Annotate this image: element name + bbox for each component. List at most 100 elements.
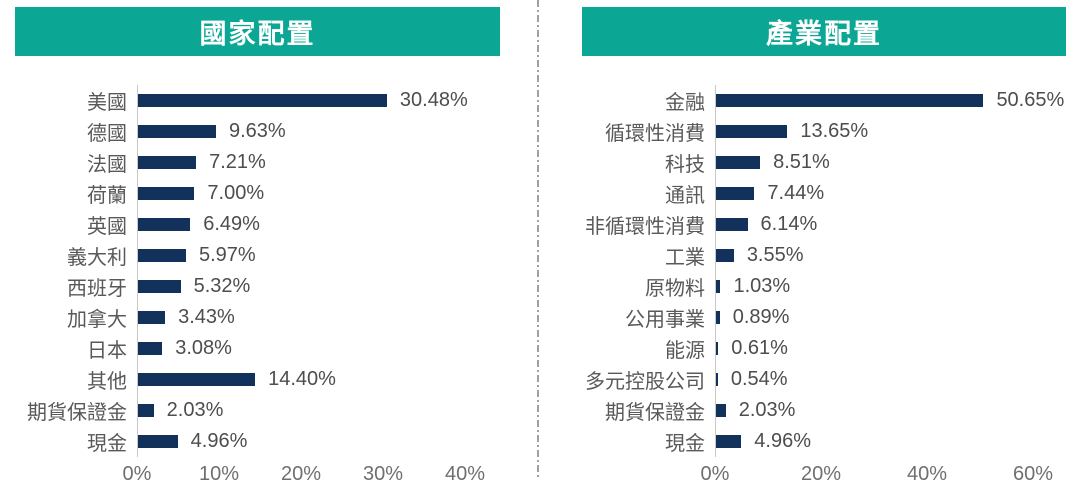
category-label: 其他 <box>87 371 127 393</box>
x-tick-label: 40% <box>444 463 486 485</box>
category-label: 期貨保證金 <box>605 402 705 424</box>
bar <box>137 218 191 231</box>
category-label: 能源 <box>665 340 705 362</box>
category-label: 通訊 <box>665 185 705 207</box>
bar <box>137 249 186 262</box>
value-label: 6.49% <box>203 213 260 235</box>
bar-track: 30.48% <box>137 85 500 116</box>
bar-track: 0.61% <box>715 333 1066 364</box>
bar-track: 14.40% <box>137 364 500 395</box>
bar-row: 德國 9.63% <box>15 116 500 147</box>
bar-row: 荷蘭 7.00% <box>15 178 500 209</box>
panel-divider <box>537 0 539 480</box>
bar <box>715 125 788 138</box>
bar-row: 期貨保證金 2.03% <box>582 395 1066 426</box>
category-label: 西班牙 <box>67 278 127 300</box>
bar-row: 能源 0.61% <box>582 333 1066 364</box>
bar-rows: 金融 50.65% 循環性消費 13.65% 科技 8.51% 通訊 7.44% 非循環性消費 6… <box>582 85 1066 457</box>
bar-row: 英國 6.49% <box>15 209 500 240</box>
value-label: 3.43% <box>178 306 235 328</box>
bar-row: 法國 7.21% <box>15 147 500 178</box>
value-label: 4.96% <box>190 430 248 452</box>
bar <box>715 373 718 386</box>
x-tick-label: 0% <box>700 463 730 485</box>
industry-allocation-title: 產業配置 <box>766 19 882 49</box>
y-axis-line <box>137 85 138 457</box>
value-label: 0.89% <box>732 306 790 328</box>
bar-row: 現金 4.96% <box>582 426 1066 457</box>
bar-row: 現金 4.96% <box>15 426 500 457</box>
industry-allocation-header: 產業配置 <box>582 7 1066 56</box>
x-tick-label: 40% <box>906 463 948 485</box>
bar <box>137 94 387 107</box>
bar <box>137 435 178 448</box>
value-label: 2.03% <box>738 399 796 421</box>
category-label: 法國 <box>87 154 127 176</box>
bar-row: 義大利 5.97% <box>15 240 500 271</box>
category-label: 公用事業 <box>625 309 705 331</box>
value-label: 13.65% <box>800 120 869 142</box>
country-allocation-header: 國家配置 <box>15 7 500 56</box>
bar-row: 循環性消費 13.65% <box>582 116 1066 147</box>
bar <box>715 280 721 293</box>
category-label: 德國 <box>87 123 127 145</box>
category-label: 期貨保證金 <box>27 402 127 424</box>
bar <box>715 342 719 355</box>
bar <box>715 404 726 417</box>
value-label: 30.48% <box>399 89 468 111</box>
country-allocation-chart: 國家配置 美國 30.48% 德國 9.63% 法國 7.21% 荷蘭 7.00% 英國 6.49… <box>15 7 500 488</box>
bar-row: 金融 50.65% <box>582 85 1066 116</box>
bar-track: 7.44% <box>715 178 1066 209</box>
x-tick-label: 10% <box>198 463 240 485</box>
value-label: 50.65% <box>996 89 1065 111</box>
value-label: 7.44% <box>767 182 825 204</box>
bar <box>137 125 216 138</box>
category-label: 科技 <box>665 154 705 176</box>
value-label: 4.96% <box>754 430 811 452</box>
value-label: 9.63% <box>228 120 286 142</box>
category-label: 荷蘭 <box>87 185 127 207</box>
bar-track: 6.49% <box>137 209 500 240</box>
bar-track: 50.65% <box>715 85 1066 116</box>
bar-row: 西班牙 5.32% <box>15 271 500 302</box>
category-label: 義大利 <box>67 247 127 269</box>
category-label: 多元控股公司 <box>585 371 705 393</box>
category-label: 原物料 <box>645 278 705 300</box>
bar-track: 7.21% <box>137 147 500 178</box>
bar <box>715 311 720 324</box>
value-label: 5.32% <box>193 275 251 297</box>
bar <box>137 342 163 355</box>
bar <box>137 187 195 200</box>
bar <box>137 311 166 324</box>
bar-row: 公用事業 0.89% <box>582 302 1066 333</box>
value-label: 2.03% <box>166 399 224 421</box>
bar-track: 2.03% <box>137 395 500 426</box>
value-label: 0.61% <box>731 337 788 359</box>
bar-track: 8.51% <box>715 147 1066 178</box>
bar-track: 13.65% <box>715 116 1066 147</box>
bar <box>715 187 755 200</box>
value-label: 7.21% <box>209 151 266 173</box>
value-label: 14.40% <box>268 368 336 390</box>
category-label: 工業 <box>665 247 705 269</box>
bar-row: 加拿大 3.43% <box>15 302 500 333</box>
bar-track: 4.96% <box>137 426 500 457</box>
value-label: 3.08% <box>175 337 232 359</box>
x-tick-label: 20% <box>280 463 322 485</box>
bar <box>715 94 984 107</box>
bar-rows: 美國 30.48% 德國 9.63% 法國 7.21% 荷蘭 7.00% 英國 6.49% 義大利 5… <box>15 85 500 457</box>
value-label: 8.51% <box>773 151 830 173</box>
x-tick-label: 30% <box>362 463 404 485</box>
bar-track: 3.08% <box>137 333 500 364</box>
bar-row: 期貨保證金 2.03% <box>15 395 500 426</box>
bar <box>137 156 197 169</box>
bar-row: 工業 3.55% <box>582 240 1066 271</box>
bar <box>715 249 734 262</box>
bar-track: 3.55% <box>715 240 1066 271</box>
bar <box>715 218 748 231</box>
category-label: 金融 <box>665 92 705 114</box>
bar <box>137 404 154 417</box>
category-label: 英國 <box>87 216 127 238</box>
value-label: 1.03% <box>733 275 791 297</box>
bar-track: 7.00% <box>137 178 500 209</box>
